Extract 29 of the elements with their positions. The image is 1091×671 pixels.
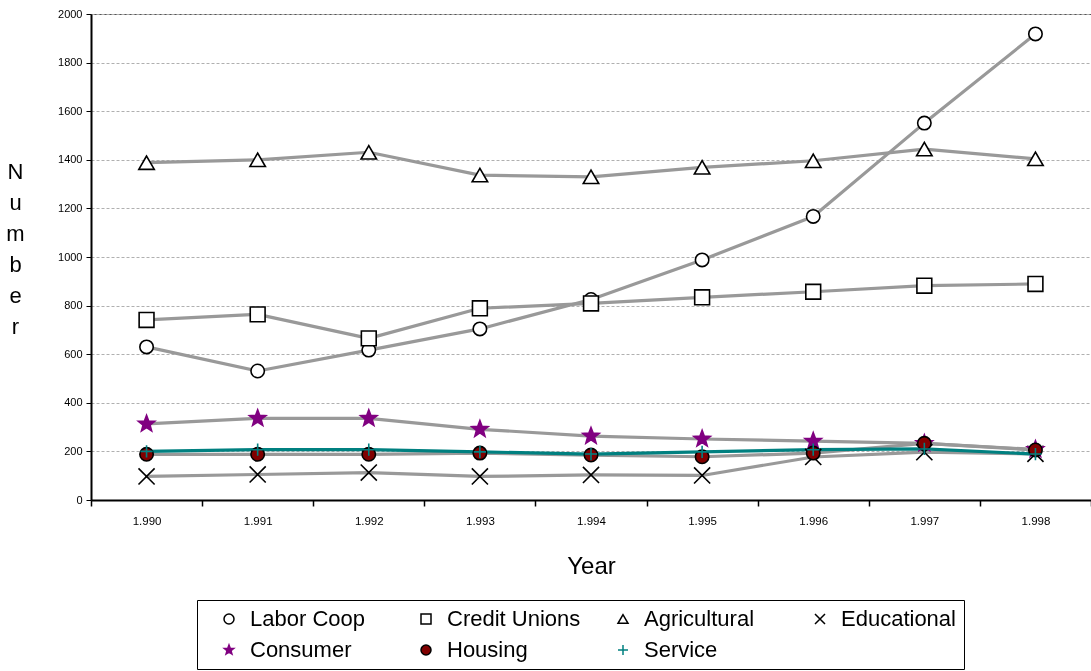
y-tick-label: 1600 [58, 104, 83, 117]
legend-label: Educational [841, 606, 956, 631]
x-tick-label: 1.997 [910, 514, 940, 527]
y-tick-label: 0 [76, 493, 83, 506]
y-tick-label: 600 [64, 347, 83, 360]
x-tick-label: 1.990 [132, 514, 162, 527]
legend-label: Credit Unions [447, 606, 581, 631]
x-tick-label: 1.991 [243, 514, 273, 527]
x-tick-label: 1.995 [688, 514, 717, 527]
legend-label: Labor Coop [250, 606, 365, 631]
legend-label: Service [644, 637, 718, 662]
y-tick-label: 1400 [58, 153, 83, 166]
y-axis-title: Number [6, 158, 25, 339]
y-tick-label: 800 [64, 299, 83, 312]
y-tick-label: 2000 [58, 7, 83, 20]
y-tick-label: 1200 [58, 201, 83, 214]
y-tick-label: 200 [64, 444, 83, 457]
x-tick-label: 1.998 [1021, 514, 1051, 527]
x-tick-label: 1.996 [799, 514, 829, 527]
x-tick-label: 1.993 [466, 514, 495, 527]
legend-label: Consumer [250, 637, 352, 662]
x-axis-title: Year [567, 552, 616, 579]
legend-label: Agricultural [644, 606, 755, 631]
x-tick-label: 1.992 [354, 514, 384, 527]
y-tick-label: 400 [64, 396, 83, 409]
y-tick-label: 1800 [58, 56, 83, 69]
y-tick-label: 1000 [58, 250, 83, 263]
x-tick-label: 1.994 [577, 514, 607, 527]
legend-label: Housing [447, 637, 528, 662]
